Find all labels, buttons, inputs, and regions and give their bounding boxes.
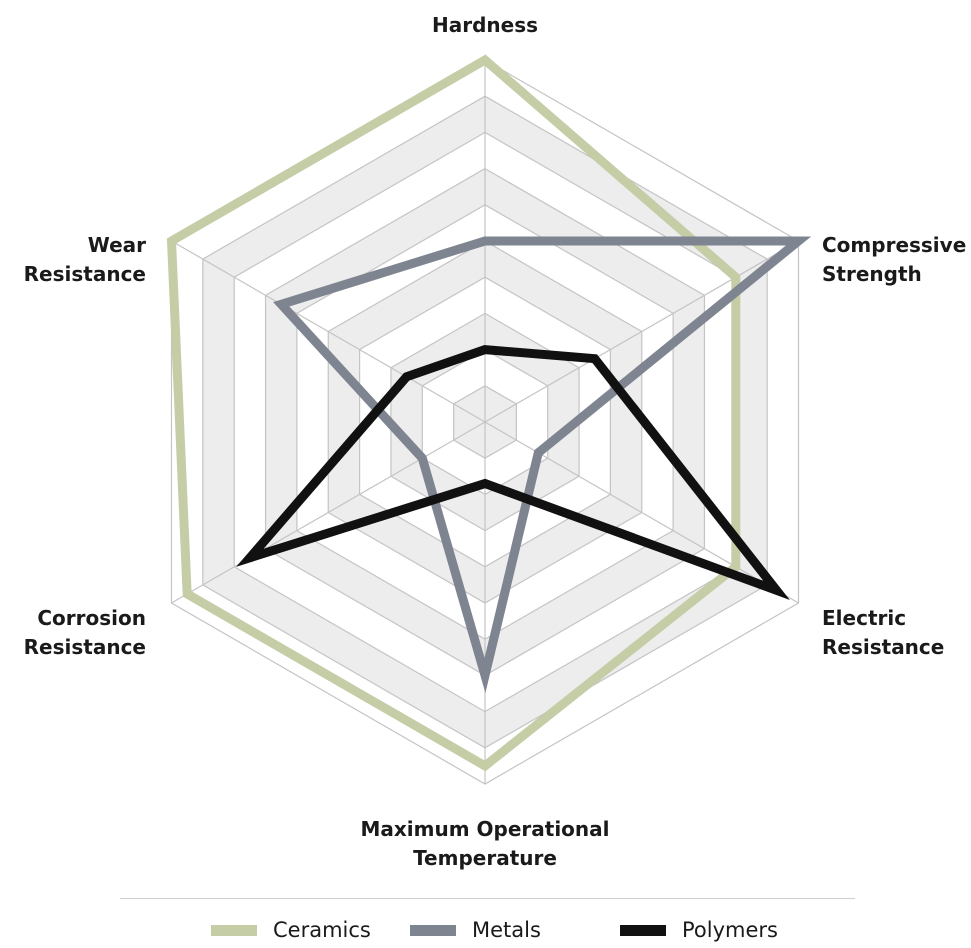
- legend-swatch: [410, 924, 456, 936]
- legend-item-polymers: Polymers: [620, 918, 778, 942]
- spoke-4: [171, 421, 486, 604]
- radar-chart: Hardness Compressive Strength Electric Resis…: [24, 13, 967, 870]
- series-polymers: [236, 345, 790, 600]
- spoke-5: [171, 240, 486, 423]
- radar-series: [166, 54, 812, 772]
- axis-label-line: Compressive: [822, 233, 966, 257]
- axis-label-1: Compressive Strength: [822, 233, 966, 286]
- legend-swatch: [211, 924, 257, 936]
- legend-label: Ceramics: [273, 918, 371, 942]
- legend-label: Metals: [472, 918, 541, 942]
- axis-label-line: Resistance: [822, 635, 944, 659]
- spoke-1: [484, 240, 799, 423]
- axis-label-line: Maximum Operational: [360, 817, 609, 841]
- axis-label-3: Maximum Operational Temperature: [360, 817, 609, 870]
- axis-label-4: Corrosion Resistance: [24, 606, 146, 659]
- axis-label-5: Wear Resistance: [24, 233, 146, 286]
- axis-label-line: Strength: [822, 262, 922, 286]
- legend-label: Polymers: [682, 918, 778, 942]
- axis-label-line: Resistance: [24, 262, 146, 286]
- legend-item-metals: Metals: [410, 918, 541, 942]
- axis-label-line: Temperature: [413, 846, 557, 870]
- series-ceramics: [166, 54, 741, 772]
- axis-label-line: Wear: [88, 233, 146, 257]
- axis-label-line: Hardness: [432, 13, 538, 37]
- axis-label-line: Resistance: [24, 635, 146, 659]
- legend-item-ceramics: Ceramics: [211, 918, 371, 942]
- axis-label-line: Electric: [822, 606, 906, 630]
- axis-label-line: Corrosion: [37, 606, 146, 630]
- axis-label-0: Hardness: [432, 13, 538, 37]
- legend: Ceramics Metals Polymers: [0, 912, 971, 948]
- legend-divider: [120, 898, 855, 899]
- legend-swatch: [620, 924, 666, 936]
- series-metals: [273, 236, 812, 694]
- axis-label-2: Electric Resistance: [822, 606, 944, 659]
- axis-labels: Hardness Compressive Strength Electric Resis…: [24, 13, 967, 870]
